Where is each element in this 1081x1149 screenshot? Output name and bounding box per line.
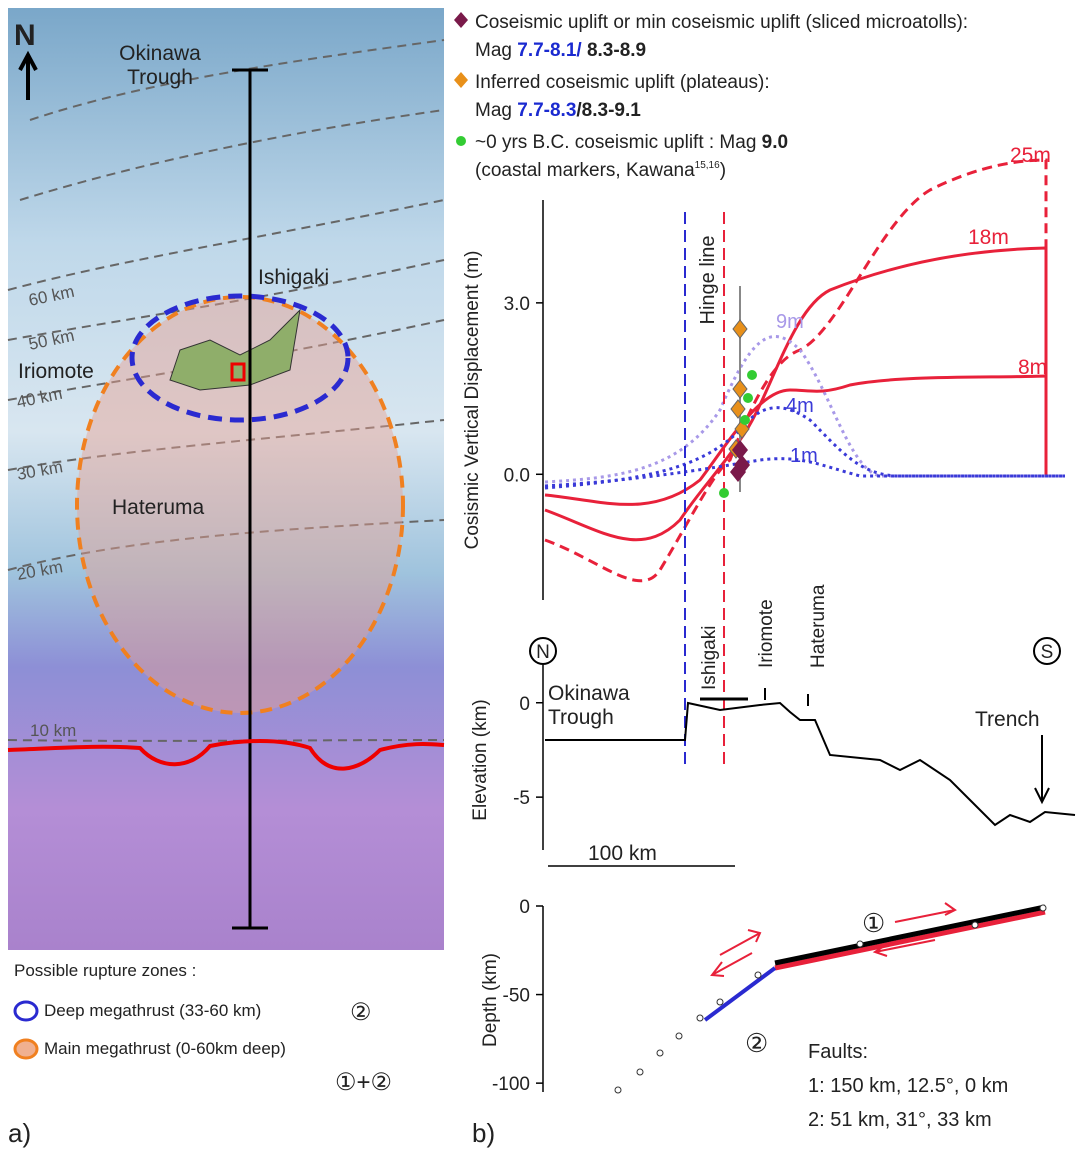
curve-label: 18m bbox=[968, 226, 1009, 249]
y-axis-label: Cosismic Vertical Displacement (m) bbox=[462, 251, 483, 550]
contours bbox=[7, 39, 445, 742]
islands bbox=[169, 308, 301, 391]
y-tick-label: -5 bbox=[513, 788, 530, 809]
panel-label: a) bbox=[8, 1118, 31, 1148]
map-label: Ishigaki bbox=[258, 266, 329, 289]
north: N bbox=[14, 19, 36, 52]
fault-info: 2: 51 km, 31°, 33 km bbox=[808, 1109, 992, 1131]
curve-label: 8m bbox=[1018, 356, 1047, 379]
circle bbox=[1033, 637, 1061, 665]
legend-line: ~0 yrs B.C. coseismic uplift : Mag bbox=[475, 132, 762, 153]
fault-1-red bbox=[774, 909, 1046, 971]
legend-item: Deep megathrust (33-60 km) bbox=[44, 1001, 261, 1020]
south-label: S bbox=[1041, 642, 1054, 663]
legend-text: Coseismic uplift or min coseismic uplift… bbox=[475, 12, 968, 33]
y-tick-label: 0 bbox=[519, 694, 530, 715]
y-tick-label: 0 bbox=[519, 897, 530, 918]
fault-1 bbox=[774, 904, 1046, 966]
legend-text: Inferred coseismic uplift (plateaus): bbox=[475, 72, 770, 93]
trench-arrow bbox=[1034, 735, 1050, 805]
curve-8m bbox=[544, 374, 1048, 506]
hinge-label: Hinge line bbox=[697, 236, 719, 325]
slab-points bbox=[614, 904, 1047, 1094]
panel-b: Coseismic uplift or min coseismic uplift… bbox=[454, 12, 1076, 1148]
y-tick-label: 0.0 bbox=[504, 465, 530, 486]
legend-marker bbox=[454, 72, 468, 88]
panel-a: N Okinawa Trough Ishigaki Iriomote Hater… bbox=[7, 8, 445, 1148]
map-label: Trough bbox=[127, 66, 193, 89]
legend-title: Possible rupture zones : bbox=[14, 961, 196, 980]
marker bbox=[230, 362, 246, 382]
legend-item: Main megathrust (0-60km deep) bbox=[44, 1039, 286, 1058]
profile-label: Trench bbox=[975, 708, 1040, 731]
faults-title: Faults: bbox=[808, 1041, 868, 1063]
map bbox=[8, 8, 444, 950]
legend-text: ~0 yrs B.C. coseismic uplift : Mag 9.0 bbox=[475, 132, 788, 153]
reference: 15,16 bbox=[695, 160, 720, 171]
curve-label: 9m bbox=[776, 311, 804, 333]
map-label: Hateruma bbox=[112, 496, 205, 519]
contour-label: 10 km bbox=[30, 721, 76, 740]
legend-fault: ② bbox=[350, 999, 372, 1026]
legend-text: Mag 7.7-8.1/ 8.3-8.9 bbox=[475, 40, 646, 61]
curve-9m bbox=[544, 335, 1065, 484]
circle bbox=[529, 637, 557, 665]
island-label: Iriomote bbox=[756, 599, 777, 668]
fault-label: ① bbox=[862, 908, 885, 938]
curve-label: 4m bbox=[786, 395, 814, 417]
curve-25m bbox=[544, 158, 1048, 583]
y-axis-label: Elevation (km) bbox=[470, 699, 491, 820]
mag-range: 8.3-8.9 bbox=[582, 40, 646, 61]
curve-1m bbox=[544, 457, 1065, 488]
deep-megathrust bbox=[129, 293, 351, 423]
island-label: Ishigaki bbox=[699, 626, 720, 690]
y-tick-label: -50 bbox=[503, 986, 530, 1007]
mag-range: 7.7-8.3 bbox=[517, 100, 576, 121]
panel-label: b) bbox=[472, 1118, 495, 1148]
elevation-profile bbox=[545, 701, 1076, 827]
map-label: Iriomote bbox=[18, 360, 94, 383]
legend-line: ) bbox=[720, 160, 726, 181]
legend-marker bbox=[456, 136, 466, 146]
north-label: N bbox=[536, 642, 550, 663]
mag: Mag bbox=[475, 40, 517, 61]
island-label: Hateruma bbox=[808, 584, 829, 668]
legend-line: (coastal markers, Kawana bbox=[475, 160, 695, 181]
trench-line bbox=[7, 739, 445, 771]
curve-18m bbox=[544, 246, 1048, 542]
fault-2 bbox=[703, 966, 777, 1022]
legend-marker bbox=[454, 12, 468, 28]
mag-value: 9.0 bbox=[762, 132, 788, 153]
y-tick-label: 3.0 bbox=[504, 294, 530, 315]
observations bbox=[719, 319, 757, 498]
north-arrow bbox=[18, 50, 38, 100]
slip-arrows bbox=[872, 902, 957, 957]
fault-info: 1: 150 km, 12.5°, 0 km bbox=[808, 1075, 1008, 1097]
fault-label: ② bbox=[745, 1028, 768, 1058]
curve-label: 1m bbox=[790, 445, 818, 467]
scale-label: 100 km bbox=[588, 842, 657, 865]
mag-range: /8.3-9.1 bbox=[576, 100, 641, 121]
legend-swatch bbox=[13, 1000, 39, 1022]
legend-swatch bbox=[13, 1038, 39, 1060]
legend-text: Mag 7.7-8.3/8.3-9.1 bbox=[475, 100, 641, 121]
mag-range: 7.7-8.1/ bbox=[517, 40, 582, 61]
curves bbox=[544, 158, 1065, 583]
map-label: Okinawa bbox=[119, 42, 201, 65]
legend-fault: ①+② bbox=[335, 1069, 392, 1096]
curve-label: 25m bbox=[1010, 144, 1051, 167]
slip-arrows bbox=[710, 929, 762, 977]
profile-label: Okinawa bbox=[548, 682, 630, 705]
legend-text: (coastal markers, Kawana15,16) bbox=[475, 160, 726, 181]
y-tick-label: -100 bbox=[492, 1074, 530, 1095]
y-axis-label: Depth (km) bbox=[480, 953, 501, 1047]
profile-label: Trough bbox=[548, 706, 614, 729]
mag: Mag bbox=[475, 100, 517, 121]
